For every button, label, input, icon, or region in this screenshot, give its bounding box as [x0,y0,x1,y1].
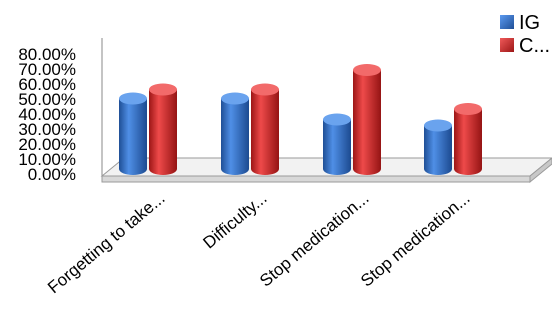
x-category-label: Stop medication... [256,189,372,291]
bar-C...-1 [251,83,279,175]
y-tick-label: 70.00% [18,60,76,79]
bar-C...-3 [454,103,482,175]
floor-side [529,157,552,184]
legend-label: IG [519,12,540,34]
y-tick-label: 50.00% [18,90,76,109]
x-category-label: Difficulty... [199,189,270,253]
bar-IG-3 [424,119,452,175]
bar-IG-1 [221,92,249,175]
y-tick-label: 0.00% [28,165,76,184]
y-tick-label: 20.00% [18,135,76,154]
y-tick-label: 30.00% [18,120,76,139]
bar-IG-2 [323,113,351,175]
legend: IGC... [500,12,550,57]
y-tick-label: 40.00% [18,105,76,124]
bar-IG-0 [119,92,147,175]
y-tick-label: 60.00% [18,75,76,94]
bar-C...-2 [353,64,381,175]
legend-label: C... [519,35,550,57]
category-labels: Forgetting to take... Difficulty...Stop m… [44,189,473,298]
floor-front [101,175,531,183]
x-category-label: Forgetting to take... [44,189,168,298]
legend-swatch-C... [500,38,514,52]
axis-layer: 80.00%70.00%60.00%50.00%40.00%30.00%20.0… [18,38,103,184]
y-tick-label: 10.00% [18,150,76,169]
x-category-label: Stop medication... [357,189,473,291]
y-tick-label: 80.00% [18,45,76,64]
bars-layer [119,64,482,175]
legend-swatch-IG [500,15,514,29]
bar-C...-0 [149,83,177,175]
